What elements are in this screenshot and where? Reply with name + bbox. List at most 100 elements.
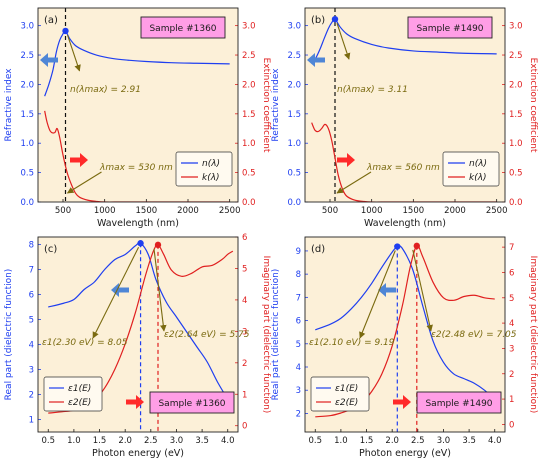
x-tick-label: 2000 xyxy=(177,206,199,216)
x-tick-label: 1500 xyxy=(403,206,425,216)
x-axis-label: Photon energy (eV) xyxy=(92,448,184,459)
y-left-tick-label: 6 xyxy=(296,317,301,327)
y-right-tick-label: 2.5 xyxy=(509,51,523,61)
y-right-tick-label: 2.5 xyxy=(242,51,256,61)
left-axis-arrow xyxy=(307,53,325,67)
y-right-tick-label: 3.0 xyxy=(509,22,523,32)
x-tick-label: 2.5 xyxy=(411,436,425,446)
annotation-arrow xyxy=(359,250,396,339)
y-left-tick-label: 1.5 xyxy=(20,110,34,120)
chart-panel-2: 500 1000 1500 2000 25000.00.51.01.52.02.53.0… xyxy=(271,7,538,229)
y-left-tick-label: 7 xyxy=(29,266,34,276)
sample-label: Sample #1490 xyxy=(416,24,483,34)
y-right-axis-label: Extinction coefficient xyxy=(261,58,271,153)
peak-marker-eps1 xyxy=(137,240,144,247)
x-tick-label: 1500 xyxy=(136,206,158,216)
right-axis-arrow xyxy=(126,395,144,409)
y-right-tick-label: 6 xyxy=(509,268,514,278)
y-right-tick-label: 2 xyxy=(509,370,514,380)
x-tick-label: 1000 xyxy=(361,206,383,216)
y-left-tick-label: 4 xyxy=(29,341,34,351)
x-tick-label: 500 xyxy=(322,206,338,216)
legend-entry: n(λ) xyxy=(469,159,487,169)
y-left-tick-label: 3 xyxy=(29,366,34,376)
sample-box xyxy=(140,16,226,39)
y-left-tick-label: 9 xyxy=(296,247,301,257)
x-tick-label: 4.0 xyxy=(221,436,235,446)
annotation-arrow xyxy=(336,171,372,194)
legend-entry: ε2(E) xyxy=(68,398,91,408)
y-left-tick-label: 1 xyxy=(29,416,34,426)
legend: n(λ) k(λ) xyxy=(442,151,500,187)
annotation-n: n(λmax) = 3.11 xyxy=(337,85,408,95)
y-left-tick-label: 3.0 xyxy=(287,22,301,32)
legend-entry: ε1(E) xyxy=(68,384,91,394)
y-left-tick-label: 1.0 xyxy=(20,139,34,149)
right-axis-arrow xyxy=(393,395,411,409)
series-line-red xyxy=(311,122,497,202)
legend-entry: ε1(E) xyxy=(335,384,358,394)
y-right-tick-label: 3.0 xyxy=(242,22,256,32)
left-axis-arrow xyxy=(40,53,58,67)
y-right-tick-label: 3 xyxy=(242,327,247,337)
y-left-tick-label: 0.0 xyxy=(20,198,34,208)
y-left-axis-label: Real part (dielectric function) xyxy=(271,269,281,401)
y-right-tick-label: 1.5 xyxy=(242,110,256,120)
peak-marker-eps2 xyxy=(413,242,420,250)
y-left-tick-label: 0.5 xyxy=(287,169,301,179)
annotation-eps2: ε2(2.64 eV) = 5.75 xyxy=(164,330,250,340)
x-tick-label: 2.5 xyxy=(144,436,158,446)
annotation-arrow xyxy=(153,248,167,332)
y-right-tick-label: 1.0 xyxy=(242,139,256,149)
left-axis-arrow xyxy=(378,283,396,297)
y-left-tick-label: 5 xyxy=(296,340,301,350)
x-tick-label: 3.0 xyxy=(437,436,451,446)
annotation-eps1: ε1(2.10 eV) = 9.19 xyxy=(309,338,395,348)
x-tick-label: 3.0 xyxy=(170,436,184,446)
annotation-lambda: λmax = 560 nm xyxy=(366,163,440,173)
sample-box xyxy=(149,391,235,414)
y-right-axis-label: Imaginary part (dielectric function) xyxy=(528,256,538,414)
sample-box xyxy=(416,391,502,414)
x-tick-label: 2.0 xyxy=(118,436,132,446)
y-left-tick-label: 2 xyxy=(296,409,301,419)
series-line-blue xyxy=(44,30,230,97)
annotation-n: n(λmax) = 2.91 xyxy=(70,85,141,95)
peak-marker xyxy=(331,15,339,23)
panel-label: (b) xyxy=(311,15,325,26)
chart-panel-1: 500 1000 1500 2000 25000.00.51.01.52.02.53.0… xyxy=(4,7,271,229)
x-tick-label: 1.5 xyxy=(360,436,374,446)
y-right-tick-label: 3 xyxy=(509,344,514,354)
x-tick-label: 2500 xyxy=(219,206,241,216)
y-right-tick-label: 5 xyxy=(242,264,247,274)
legend: n(λ) k(λ) xyxy=(175,151,233,187)
y-left-tick-label: 3 xyxy=(296,386,301,396)
y-left-tick-label: 2.5 xyxy=(20,51,34,61)
x-tick-label: 1000 xyxy=(94,206,116,216)
annotation-arrow xyxy=(412,249,433,332)
y-right-tick-label: 1.5 xyxy=(509,110,523,120)
y-right-tick-label: 1 xyxy=(509,395,514,405)
y-left-tick-label: 1.0 xyxy=(287,139,301,149)
y-left-tick-label: 8 xyxy=(296,270,301,280)
x-axis-label: Photon energy (eV) xyxy=(359,448,451,459)
series-line-blue xyxy=(311,18,497,65)
legend-entry: k(λ) xyxy=(469,173,487,183)
y-right-tick-label: 2 xyxy=(242,359,247,369)
x-tick-label: 2000 xyxy=(444,206,466,216)
y-left-tick-label: 3.0 xyxy=(20,22,34,32)
y-right-tick-label: 0.0 xyxy=(509,198,523,208)
plot-frame xyxy=(37,236,239,433)
x-tick-label: 0.5 xyxy=(308,436,322,446)
sample-label: Sample #1360 xyxy=(158,399,225,409)
annotation-eps1: ε1(2.30 eV) = 8.05 xyxy=(42,338,128,348)
y-left-axis-label: Refractive index xyxy=(271,68,281,142)
y-right-tick-label: 2.0 xyxy=(242,80,256,90)
x-axis-label: Wavelength (nm) xyxy=(97,218,179,229)
y-left-tick-label: 2.0 xyxy=(20,80,34,90)
legend-entry: k(λ) xyxy=(202,173,220,183)
y-left-axis-label: Real part (dielectric function) xyxy=(4,269,14,401)
legend-entry: ε2(E) xyxy=(335,398,358,408)
